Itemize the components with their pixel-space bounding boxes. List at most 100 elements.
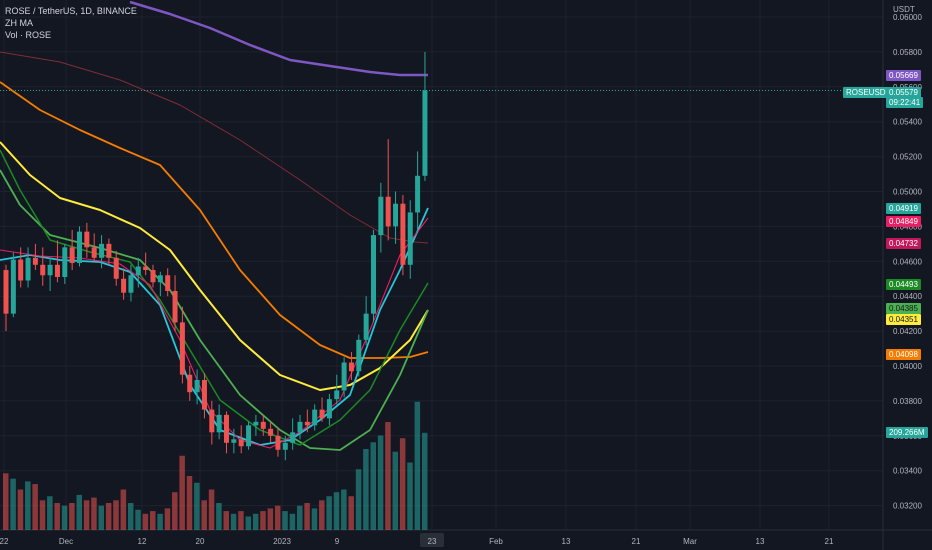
ma-purple-value-tag[interactable]: 0.05669	[886, 69, 921, 81]
candle-body	[172, 290, 178, 323]
candle-body	[290, 432, 296, 443]
candle-body	[216, 414, 222, 433]
ma-teal-value-tag[interactable]: 0.04919	[886, 202, 921, 214]
candle-body	[106, 243, 112, 258]
candle-body	[113, 257, 119, 279]
volume-bar	[407, 462, 413, 530]
symbol-name-tag[interactable]: ROSEUSDT	[843, 86, 894, 98]
volume-bar	[282, 511, 288, 530]
ma-magenta-value-tag[interactable]: 0.04849	[886, 215, 921, 227]
candle-body	[393, 203, 399, 227]
time-tick-label: 21	[825, 537, 834, 546]
candle-body	[282, 442, 288, 450]
ma-line-dark-red	[0, 51, 429, 244]
candle-body	[10, 259, 16, 314]
price-tick-label: 0.05200	[893, 153, 922, 162]
price-tick-label: 0.04400	[893, 292, 922, 301]
candle-body	[18, 259, 24, 281]
candle-body	[54, 264, 60, 278]
candle-body	[268, 428, 274, 436]
volume-bar	[252, 513, 259, 530]
volume-bar	[186, 476, 193, 530]
price-tick-label: 0.04800	[893, 222, 922, 231]
candle-body	[246, 425, 252, 447]
volume-bar	[238, 511, 244, 530]
time-tick-label: 12	[138, 537, 147, 546]
candle-body	[77, 231, 82, 264]
volume-bar	[76, 494, 82, 530]
volume-bar	[370, 442, 376, 530]
candle-body	[150, 270, 156, 283]
volume-bar	[91, 497, 97, 530]
price-tick-label: 0.04600	[893, 257, 922, 266]
ma-green-value-tag[interactable]: 0.04385	[886, 302, 921, 314]
time-tick-label: 13	[756, 537, 765, 546]
chart-legend: ROSE / TetherUS, 1D, BINANCE ZH MA Vol ·…	[5, 5, 137, 41]
volume-bar	[267, 508, 274, 530]
candle-body	[187, 374, 193, 393]
price-tick-label: 0.05800	[893, 48, 922, 57]
price-tick-label: 0.03800	[893, 397, 922, 406]
candle-body	[260, 421, 266, 429]
candle-body	[334, 390, 340, 400]
ma-orange-value-tag[interactable]: 0.04098	[886, 348, 921, 360]
last-price-tag[interactable]: 0.05579	[886, 86, 921, 98]
volume-bar	[61, 505, 68, 530]
volume-bar	[150, 511, 156, 530]
price-tick-label: 0.06000	[893, 13, 922, 22]
price-tick-label: 0.03200	[893, 502, 922, 511]
candle-body	[128, 275, 134, 293]
candle-body	[304, 421, 310, 426]
indicator-ma-label[interactable]: ZH MA	[5, 18, 33, 28]
volume-bar	[113, 500, 119, 530]
candle-body	[121, 278, 127, 293]
candle-body	[378, 196, 384, 236]
candle-body	[231, 439, 237, 443]
volume-bar	[3, 473, 9, 530]
candle-body	[84, 231, 90, 248]
candle-body	[224, 414, 229, 443]
bar-countdown-tag[interactable]: 09:22:41	[886, 96, 924, 108]
volume-bar	[385, 422, 391, 530]
volume-bar	[135, 509, 141, 530]
ma-crimson-value-tag[interactable]: 0.04732	[886, 237, 921, 249]
candle-body	[326, 399, 332, 419]
volume-bar	[355, 469, 362, 530]
candle-body	[201, 379, 207, 410]
time-cursor-box	[420, 533, 444, 547]
ma-darkgreen-value-tag[interactable]: 0.04493	[886, 278, 921, 290]
candle-body	[275, 435, 281, 450]
indicator-volume-label[interactable]: Vol · ROSE	[5, 30, 52, 40]
candle-body	[312, 409, 318, 426]
volume-bar	[414, 401, 421, 530]
symbol-title[interactable]: ROSE / TetherUS, 1D, BINANCE	[5, 6, 137, 16]
volume-bar	[421, 432, 428, 530]
candle-body	[91, 247, 97, 258]
time-tick-label: Feb	[489, 537, 503, 546]
volume-bar	[127, 503, 134, 530]
volume-bar	[17, 489, 24, 530]
volume-bar	[208, 489, 215, 530]
volume-bar	[54, 503, 60, 530]
volume-bar	[179, 455, 185, 530]
volume-bar	[341, 489, 347, 530]
volume-bar	[172, 492, 178, 530]
candle-body	[297, 421, 303, 433]
price-tick-label: 0.04200	[893, 327, 922, 336]
volume-bar	[157, 513, 163, 530]
time-tick-label: 20	[196, 537, 205, 546]
volume-bar	[348, 496, 354, 530]
price-tick-label: 0.05400	[893, 118, 922, 127]
candle-body	[209, 409, 215, 433]
volume-bar	[32, 484, 38, 530]
volume-bar	[105, 503, 112, 530]
volume-value-tag[interactable]: 209.266M	[886, 426, 928, 438]
candle-body	[400, 203, 406, 265]
volume-bar	[377, 435, 384, 530]
ma-yellow-value-tag[interactable]: 0.04351	[886, 313, 921, 325]
candle-body	[319, 409, 325, 419]
time-tick-label: 21	[632, 537, 641, 546]
ma-line-yellow	[0, 141, 429, 391]
volume-bar	[333, 492, 340, 530]
